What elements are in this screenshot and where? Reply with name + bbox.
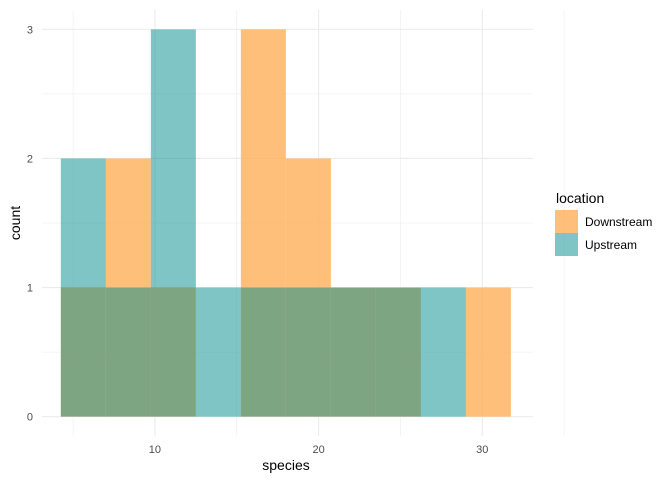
y-tick-label: 3 [27, 24, 33, 36]
bar-upstream-0 [60, 158, 106, 417]
y-axis-title: count [7, 206, 23, 240]
x-tick-label: 10 [149, 444, 161, 456]
y-axis-ticks: 0 1 2 3 [27, 24, 33, 423]
bar-upstream-5 [285, 287, 331, 417]
histogram-bars [60, 29, 511, 417]
x-axis-ticks: 10 20 30 [149, 444, 489, 456]
legend-key-downstream [555, 210, 578, 233]
bar-upstream-1 [105, 287, 151, 417]
legend: location Downstream Upstream [555, 190, 652, 256]
x-tick-label: 30 [476, 444, 488, 456]
bar-upstream-4 [240, 287, 286, 417]
bar-upstream-2 [150, 29, 196, 417]
x-axis-title: species [262, 457, 309, 473]
bar-upstream-7 [375, 287, 421, 417]
bar-upstream-6 [330, 287, 376, 417]
y-tick-label: 2 [27, 153, 33, 165]
legend-label-downstream: Downstream [585, 215, 652, 229]
x-tick-label: 20 [312, 444, 324, 456]
bar-downstream-9 [465, 287, 511, 417]
bar-upstream-3 [195, 287, 241, 417]
y-tick-label: 0 [27, 412, 33, 424]
legend-label-upstream: Upstream [585, 238, 637, 252]
legend-key-upstream [555, 233, 578, 256]
y-tick-label: 1 [27, 283, 33, 295]
bar-upstream-8 [420, 287, 466, 417]
legend-title: location [556, 190, 604, 206]
